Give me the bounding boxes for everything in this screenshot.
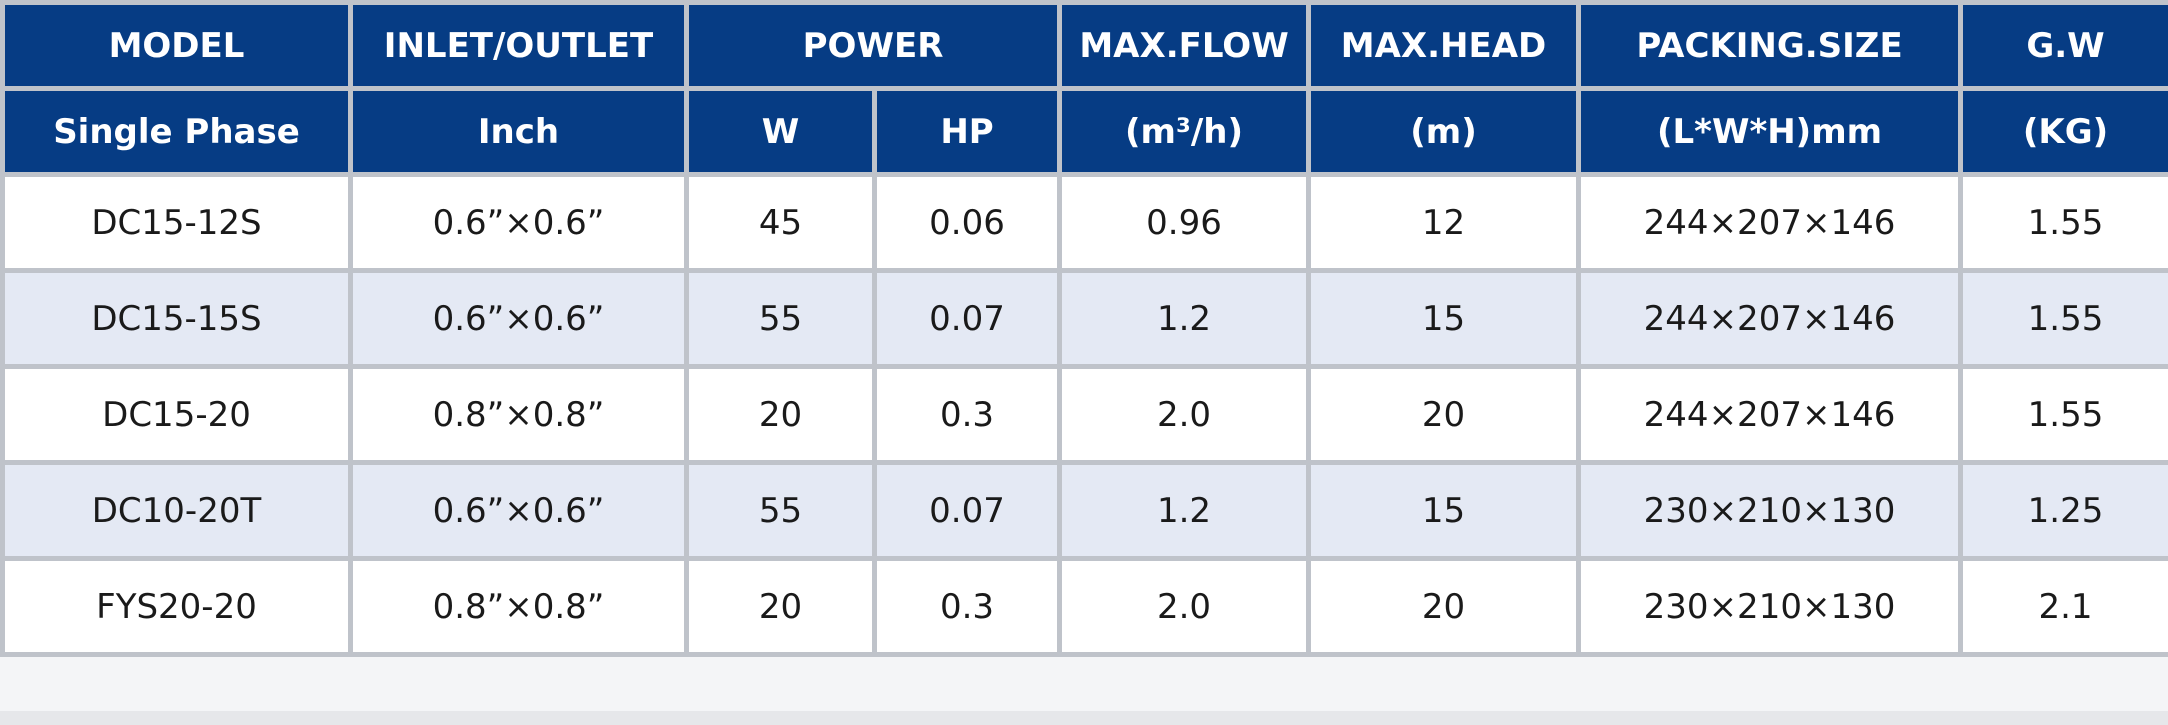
cell-watt: 55 <box>684 460 877 561</box>
table-row: DC15-15S 0.6”×0.6” 55 0.07 1.2 15 244×20… <box>0 268 2168 369</box>
cell-gw: 2.1 <box>1958 556 2168 657</box>
pump-spec-table: MODEL INLET/OUTLET POWER MAX.FLOW MAX.HE… <box>0 0 2168 657</box>
cell-gw: 1.55 <box>1958 364 2168 465</box>
cell-flow: 2.0 <box>1057 364 1312 465</box>
cell-size: 244×207×146 <box>1576 172 1964 273</box>
header-row-1: MODEL INLET/OUTLET POWER MAX.FLOW MAX.HE… <box>0 0 2168 91</box>
cell-size: 230×210×130 <box>1576 556 1964 657</box>
cell-inlet-outlet: 0.6”×0.6” <box>348 268 689 369</box>
cell-watt: 20 <box>684 556 877 657</box>
cell-flow: 0.96 <box>1057 172 1312 273</box>
header-inch: Inch <box>348 86 689 177</box>
cell-head: 20 <box>1306 556 1582 657</box>
header-model: MODEL <box>0 0 353 91</box>
table-row: DC15-20 0.8”×0.8” 20 0.3 2.0 20 244×207×… <box>0 364 2168 465</box>
cell-size: 230×210×130 <box>1576 460 1964 561</box>
cell-flow: 1.2 <box>1057 460 1312 561</box>
cell-inlet-outlet: 0.8”×0.8” <box>348 556 689 657</box>
cell-gw: 1.55 <box>1958 172 2168 273</box>
header-power: POWER <box>683 0 1063 91</box>
cell-head: 15 <box>1306 268 1582 369</box>
header-max-head: MAX.HEAD <box>1306 0 1582 91</box>
header-phase: Single Phase <box>0 86 353 177</box>
cell-watt: 20 <box>684 364 877 465</box>
cell-inlet-outlet: 0.6”×0.6” <box>348 460 689 561</box>
cell-size: 244×207×146 <box>1576 364 1964 465</box>
header-max-flow: MAX.FLOW <box>1057 0 1312 91</box>
cell-head: 15 <box>1306 460 1582 561</box>
header-gw: G.W <box>1958 0 2168 91</box>
header-weight-unit: (KG) <box>1958 86 2168 177</box>
cell-hp: 0.3 <box>871 364 1063 465</box>
cell-watt: 45 <box>684 172 877 273</box>
cell-model: FYS20-20 <box>0 556 353 657</box>
header-hp: HP <box>871 86 1063 177</box>
cell-model: DC10-20T <box>0 460 353 561</box>
table-row: DC10-20T 0.6”×0.6” 55 0.07 1.2 15 230×21… <box>0 460 2168 561</box>
cell-head: 20 <box>1306 364 1582 465</box>
header-inlet-outlet: INLET/OUTLET <box>348 0 689 91</box>
cell-flow: 1.2 <box>1057 268 1312 369</box>
cell-inlet-outlet: 0.6”×0.6” <box>348 172 689 273</box>
cell-hp: 0.07 <box>871 268 1063 369</box>
cell-model: DC15-12S <box>0 172 353 273</box>
cell-hp: 0.3 <box>871 556 1063 657</box>
header-packing-size: PACKING.SIZE <box>1576 0 1964 91</box>
cell-hp: 0.07 <box>871 460 1063 561</box>
header-row-2: Single Phase Inch W HP (m³/h) (m) (L*W*H… <box>0 86 2168 177</box>
header-watt: W <box>684 86 877 177</box>
header-size-unit: (L*W*H)mm <box>1576 86 1964 177</box>
header-flow-unit: (m³/h) <box>1057 86 1312 177</box>
cell-watt: 55 <box>684 268 877 369</box>
cell-flow: 2.0 <box>1057 556 1312 657</box>
header-head-unit: (m) <box>1306 86 1582 177</box>
cell-gw: 1.25 <box>1958 460 2168 561</box>
cell-model: DC15-15S <box>0 268 353 369</box>
table-row: DC15-12S 0.6”×0.6” 45 0.06 0.96 12 244×2… <box>0 172 2168 273</box>
cell-gw: 1.55 <box>1958 268 2168 369</box>
table-row: FYS20-20 0.8”×0.8” 20 0.3 2.0 20 230×210… <box>0 556 2168 657</box>
cell-model: DC15-20 <box>0 364 353 465</box>
bottom-margin <box>0 711 2168 725</box>
cell-inlet-outlet: 0.8”×0.8” <box>348 364 689 465</box>
cell-hp: 0.06 <box>871 172 1063 273</box>
cell-size: 244×207×146 <box>1576 268 1964 369</box>
cell-head: 12 <box>1306 172 1582 273</box>
